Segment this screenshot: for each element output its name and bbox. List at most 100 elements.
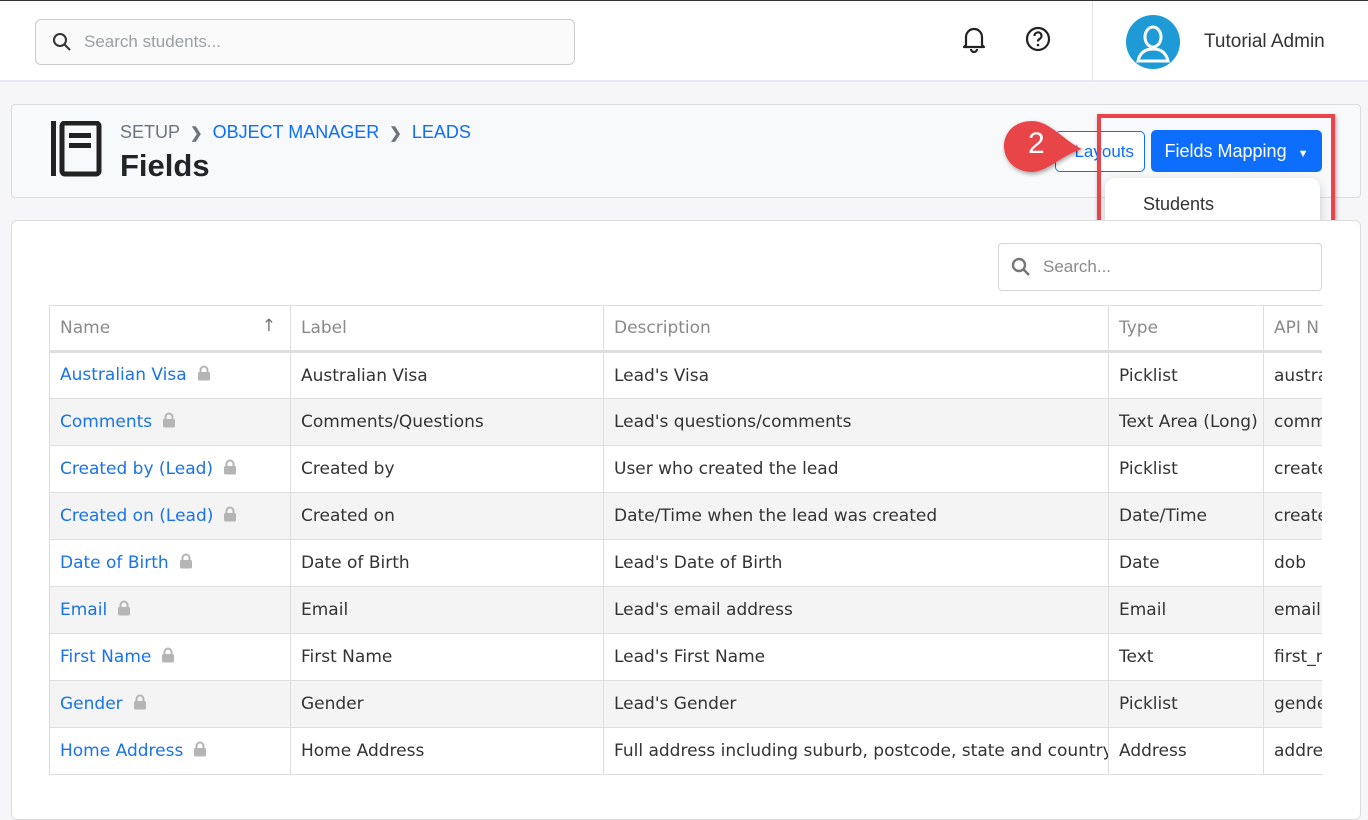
cell-type: Date — [1108, 539, 1264, 587]
lock-icon — [223, 506, 237, 527]
step-marker: 2 — [1002, 117, 1102, 184]
cell-type: Address — [1108, 727, 1264, 775]
column-header-description[interactable]: Description — [603, 305, 1109, 353]
cell-name: Home Address — [49, 727, 291, 775]
user-name[interactable]: Tutorial Admin — [1204, 31, 1325, 52]
lock-icon — [179, 553, 193, 574]
cell-type: Picklist — [1108, 351, 1264, 399]
cell-api-name: dob — [1263, 539, 1322, 587]
field-name-link[interactable]: First Name — [60, 646, 152, 667]
cell-name: Email — [49, 586, 291, 634]
step-number: 2 — [1028, 127, 1045, 160]
field-name-link[interactable]: Home Address — [60, 740, 184, 761]
cell-label: Comments/Questions — [290, 398, 604, 446]
fields-mapping-button[interactable]: Fields Mapping ▼ — [1151, 130, 1322, 172]
field-name-link[interactable]: Email — [60, 599, 108, 620]
lock-icon — [162, 412, 176, 433]
cell-api-name: gende — [1263, 680, 1322, 728]
fields-mapping-label: Fields Mapping — [1164, 140, 1287, 161]
cell-name: First Name — [49, 633, 291, 681]
field-name-link[interactable]: Date of Birth — [60, 552, 169, 573]
help-icon[interactable] — [1025, 26, 1051, 52]
cell-description: Lead's questions/comments — [603, 398, 1109, 446]
cell-description: Date/Time when the lead was created — [603, 492, 1109, 540]
field-name-link[interactable]: Australian Visa — [60, 365, 187, 385]
cell-description: Lead's Gender — [603, 680, 1109, 728]
lock-icon — [133, 694, 147, 715]
chevron-right-icon: ❯ — [389, 124, 402, 142]
cell-label: Email — [290, 586, 604, 634]
field-name-link[interactable]: Comments — [60, 411, 153, 432]
cell-description: User who created the lead — [603, 445, 1109, 493]
table-row: Comments Comments/Questions Lead's quest… — [49, 398, 1322, 446]
table-row: Created on (Lead) Created on Date/Time w… — [49, 492, 1322, 540]
step-marker-pin-icon — [1004, 121, 1082, 172]
cell-name: Australian Visa — [49, 351, 291, 399]
cell-api-name: create — [1263, 445, 1322, 493]
cell-name: Date of Birth — [49, 539, 291, 587]
breadcrumb-object-manager[interactable]: OBJECT MANAGER — [212, 122, 380, 142]
column-header-name[interactable]: Name ↑ — [49, 305, 291, 353]
breadcrumb-setup[interactable]: SETUP — [120, 122, 181, 142]
student-search-input[interactable] — [84, 32, 524, 52]
cell-description: Lead's First Name — [603, 633, 1109, 681]
cell-type: Date/Time — [1108, 492, 1264, 540]
cell-api-name: comm — [1263, 398, 1322, 446]
cell-name: Gender — [49, 680, 291, 728]
cell-api-name: addre — [1263, 727, 1322, 775]
user-icon — [1136, 25, 1170, 63]
table-row: Date of Birth Date of Birth Lead's Date … — [49, 539, 1322, 587]
student-search[interactable] — [35, 19, 575, 65]
column-header-label[interactable]: Label — [290, 305, 604, 353]
table-row: Created by (Lead) Created by User who cr… — [49, 445, 1322, 493]
cell-api-name: first_n — [1263, 633, 1322, 681]
cell-name: Comments — [49, 398, 291, 446]
sort-ascending-icon[interactable]: ↑ — [261, 316, 276, 336]
fields-table: Name ↑ Label Description Type API N Austr… — [49, 305, 1322, 775]
page-title: Fields — [120, 148, 210, 183]
table-row: Home Address Home Address Full address i… — [49, 727, 1322, 775]
table-row: Email Email Lead's email address Email e… — [49, 586, 1322, 634]
top-bar: Tutorial Admin — [0, 0, 1368, 82]
search-icon — [53, 33, 71, 51]
table-row: First Name First Name Lead's First Name … — [49, 633, 1322, 681]
cell-description: Lead's email address — [603, 586, 1109, 634]
cell-type: Text Area (Long) — [1108, 398, 1264, 446]
column-header-type[interactable]: Type — [1108, 305, 1264, 353]
lock-icon — [161, 647, 175, 668]
lock-icon — [117, 600, 131, 621]
table-search-input[interactable] — [1043, 257, 1293, 277]
field-name-link[interactable]: Created on (Lead) — [60, 505, 214, 526]
header-divider — [1092, 1, 1093, 81]
cell-label: First Name — [290, 633, 604, 681]
field-name-link[interactable]: Gender — [60, 693, 123, 714]
object-icon — [51, 121, 102, 177]
cell-description: Lead's Date of Birth — [603, 539, 1109, 587]
cell-description: Full address including suburb, postcode,… — [603, 727, 1109, 775]
avatar[interactable] — [1126, 15, 1180, 69]
field-name-link[interactable]: Created by (Lead) — [60, 458, 214, 479]
breadcrumb-leads[interactable]: LEADS — [411, 122, 471, 142]
cell-label: Gender — [290, 680, 604, 728]
table-row: Gender Gender Lead's Gender Picklist gen… — [49, 680, 1322, 728]
cell-api-name: create — [1263, 492, 1322, 540]
cell-type: Email — [1108, 586, 1264, 634]
cell-label: Australian Visa — [290, 351, 604, 399]
cell-type: Picklist — [1108, 680, 1264, 728]
dropdown-item-students[interactable]: Students — [1143, 194, 1215, 214]
cell-api-name: austra — [1263, 351, 1322, 399]
cell-label: Created on — [290, 492, 604, 540]
breadcrumb: SETUP ❯ OBJECT MANAGER ❯ LEADS — [120, 122, 471, 143]
cell-name: Created by (Lead) — [49, 445, 291, 493]
fields-table-container: Name ↑ Label Description Type API N Austr… — [49, 305, 1322, 775]
cell-type: Text — [1108, 633, 1264, 681]
cell-label: Created by — [290, 445, 604, 493]
bell-icon[interactable] — [961, 26, 987, 53]
cell-api-name: email — [1263, 586, 1322, 634]
table-row: Australian Visa Australian Visa Lead's V… — [49, 351, 1322, 399]
chevron-right-icon: ❯ — [190, 124, 203, 142]
column-header-api-name[interactable]: API N — [1263, 305, 1322, 353]
cell-type: Picklist — [1108, 445, 1264, 493]
lock-icon — [223, 459, 237, 480]
table-search[interactable] — [998, 243, 1322, 291]
